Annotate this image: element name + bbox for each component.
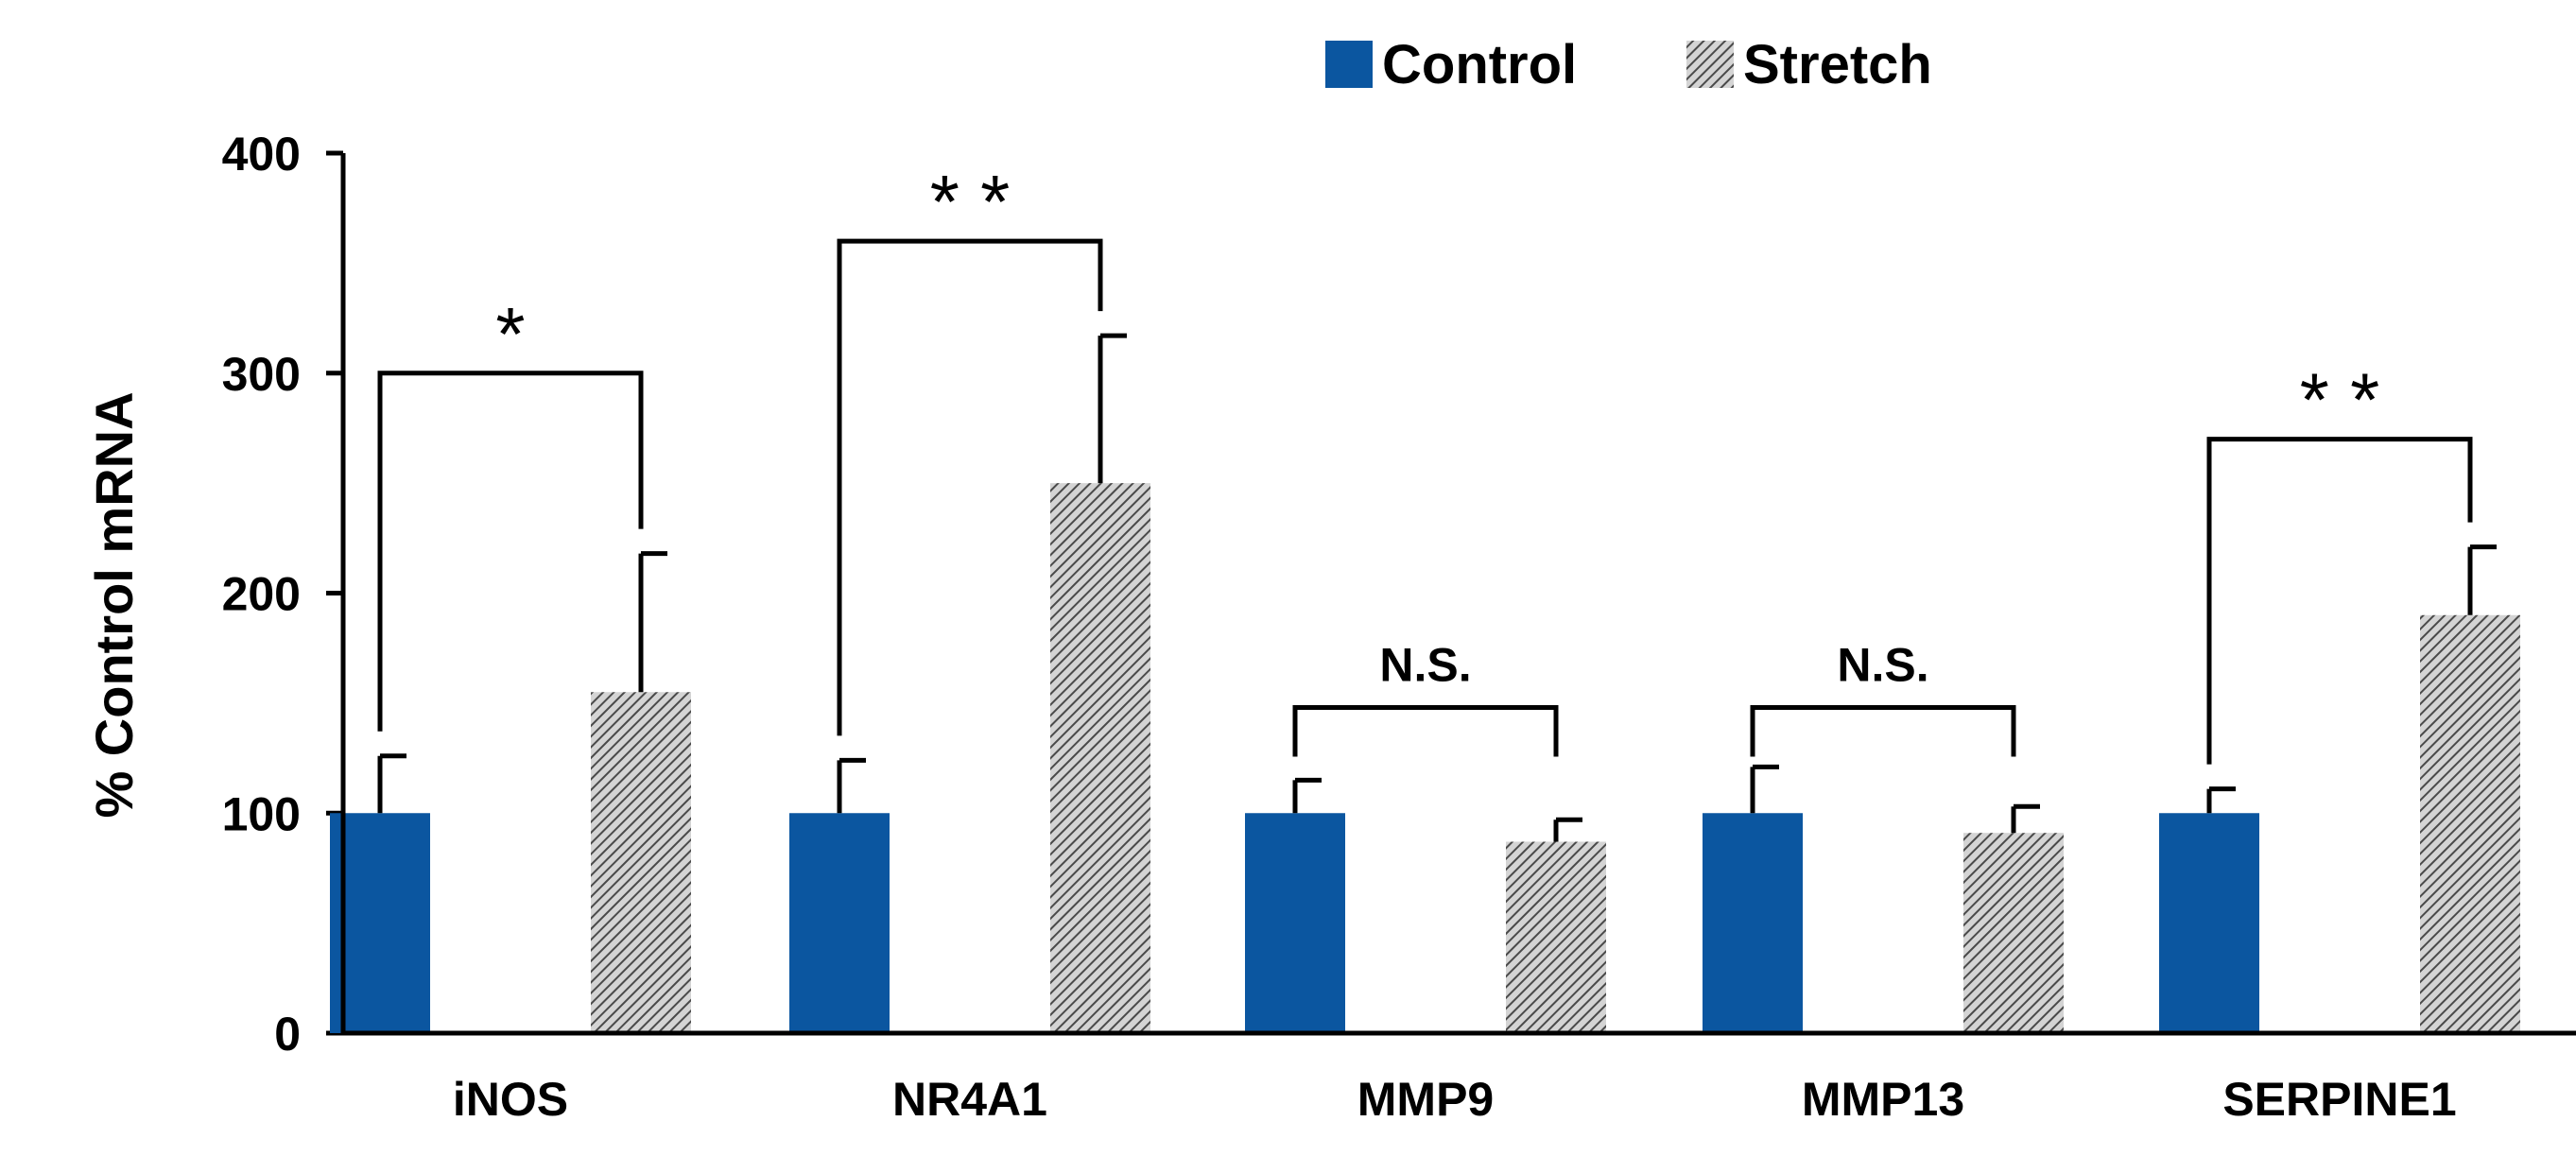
significance-label-mmp9: N.S. — [1379, 639, 1471, 692]
category-label-nr4a1: NR4A1 — [892, 1073, 1047, 1126]
significance-bracket-mmp13 — [1750, 705, 2016, 757]
bar-stretch-serpine1 — [2420, 614, 2520, 1033]
significance-bracket-mmp9 — [1292, 705, 1559, 757]
bars — [330, 483, 2520, 1033]
category-label-inos: iNOS — [453, 1073, 568, 1126]
y-axis-ticks: 0 100 200 300 400 — [222, 128, 343, 1061]
significance-annotations: * * * N.S. N.S. * * — [377, 160, 2473, 765]
bar-control-mmp9 — [1245, 813, 1345, 1033]
y-tick-label: 100 — [222, 787, 301, 840]
y-tick-label: 200 — [222, 568, 301, 621]
bar-control-inos — [330, 813, 430, 1033]
bar-control-serpine1 — [2159, 813, 2259, 1033]
category-label-mmp9: MMP9 — [1357, 1073, 1494, 1126]
legend-label-stretch: Stretch — [1743, 34, 1932, 95]
significance-label-mmp13: N.S. — [1837, 639, 1928, 692]
y-axis-title: % Control mRNA — [84, 391, 144, 818]
bar-stretch-mmp13 — [1963, 833, 2064, 1033]
bar-control-mmp13 — [1703, 813, 1803, 1033]
bar-stretch-inos — [591, 692, 691, 1033]
category-labels: iNOS NR4A1 MMP9 MMP13 SERPINE1 — [453, 1073, 2457, 1126]
significance-label-inos: * — [495, 292, 525, 376]
significance-bracket-nr4a1 — [837, 238, 1103, 736]
significance-bracket-serpine1 — [2206, 437, 2473, 765]
significance-bracket-inos — [377, 371, 644, 732]
y-tick-label: 400 — [222, 128, 301, 181]
category-label-serpine1: SERPINE1 — [2222, 1073, 2456, 1126]
legend-swatch-control — [1325, 41, 1373, 88]
legend-label-control: Control — [1382, 34, 1577, 95]
y-tick-label: 300 — [222, 348, 301, 401]
legend: Control Stretch — [1325, 34, 1932, 95]
category-label-mmp13: MMP13 — [1802, 1073, 1964, 1126]
error-bars — [377, 333, 2497, 842]
significance-label-serpine1: * * — [2300, 358, 2380, 442]
bar-stretch-mmp9 — [1506, 841, 1606, 1033]
legend-swatch-stretch — [1686, 41, 1734, 88]
bar-control-nr4a1 — [789, 813, 890, 1033]
y-tick-label: 0 — [274, 1008, 301, 1061]
significance-label-nr4a1: * * — [930, 160, 1011, 244]
bar-stretch-nr4a1 — [1050, 483, 1150, 1033]
